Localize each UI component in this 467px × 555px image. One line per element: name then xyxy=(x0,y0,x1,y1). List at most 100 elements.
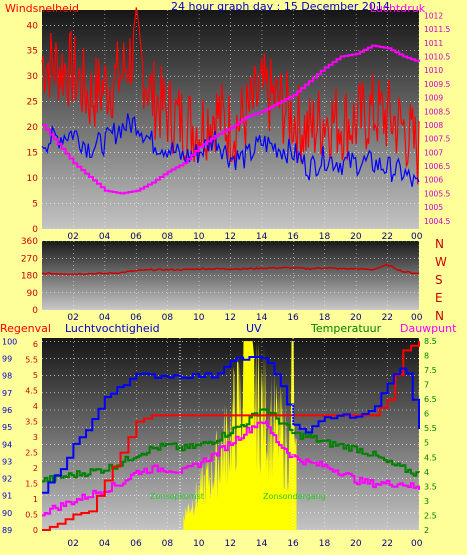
left-axis-title: Windsnelheid xyxy=(5,2,79,15)
temperature-tick-label: 5.5 xyxy=(424,424,437,433)
right-axis-title: Luchtdruk xyxy=(370,2,426,15)
temperature-tick-label: 4 xyxy=(424,468,429,477)
temperature-tick-label: 7 xyxy=(424,381,429,390)
direction-tick-label: 90 xyxy=(27,289,39,299)
x-tick-label: 12 xyxy=(225,539,236,549)
sunset-label: Zonsondergang xyxy=(263,492,326,501)
x-tick-label: 08 xyxy=(162,232,174,242)
wind-tick-label: 25 xyxy=(27,98,38,108)
x-tick-label: 04 xyxy=(99,313,111,323)
x-tick-label: 08 xyxy=(162,539,174,549)
x-tick-label: 00 xyxy=(411,313,423,323)
x-tick-label: 08 xyxy=(162,313,174,323)
rain-tick-label: 5.5 xyxy=(25,356,38,365)
humidity-line xyxy=(42,356,420,494)
rain-tick-label: 4.5 xyxy=(25,387,38,396)
x-tick-label: 20 xyxy=(350,539,362,549)
temperature-tick-label: 3 xyxy=(424,497,429,506)
wind-tick-label: 5 xyxy=(32,200,38,210)
direction-tick-label: 360 xyxy=(21,237,38,247)
pressure-tick-label: 1005.5 xyxy=(424,189,450,198)
compass-letter: N xyxy=(435,309,444,323)
chart-title: 24 hour graph day : 15 December 2014 xyxy=(171,0,390,13)
x-tick-label: 00 xyxy=(411,539,423,549)
x-tick-label: 18 xyxy=(319,232,331,242)
x-tick-label: 14 xyxy=(256,232,268,242)
direction-tick-label: 0 xyxy=(32,306,38,316)
temperature-tick-label: 3.5 xyxy=(424,482,437,491)
humidity-tick-label: 94 xyxy=(2,440,12,449)
rain-tick-label: 6 xyxy=(33,340,38,349)
x-tick-label: 16 xyxy=(287,539,299,549)
pressure-tick-label: 1008.5 xyxy=(424,107,450,116)
humidity-tick-label: 89 xyxy=(2,526,12,535)
x-tick-label: 16 xyxy=(287,313,299,323)
x-tick-label: 14 xyxy=(256,539,268,549)
legend-temperature: Temperatuur xyxy=(310,322,382,335)
temperature-tick-label: 8.5 xyxy=(424,337,437,346)
temperature-tick-label: 2 xyxy=(424,526,429,535)
humidity-tick-label: 91 xyxy=(2,492,12,501)
humidity-tick-label: 97 xyxy=(2,389,12,398)
pressure-tick-label: 1009 xyxy=(424,94,443,103)
x-tick-label: 06 xyxy=(130,313,142,323)
temperature-tick-label: 7.5 xyxy=(424,366,437,375)
x-tick-label: 06 xyxy=(130,539,142,549)
tick-labels: 0202020404040606060808081010101212121414… xyxy=(2,11,450,549)
pressure-tick-label: 1011.5 xyxy=(424,25,450,34)
x-tick-label: 02 xyxy=(67,232,78,242)
x-tick-label: 18 xyxy=(319,313,331,323)
x-tick-label: 12 xyxy=(225,232,236,242)
humidity-tick-label: 93 xyxy=(2,457,12,466)
humidity-tick-label: 92 xyxy=(2,475,12,484)
pressure-tick-label: 1011 xyxy=(424,39,443,48)
pressure-tick-label: 1009.5 xyxy=(424,80,450,89)
humidity-tick-label: 96 xyxy=(2,406,12,415)
legend-dewpoint: Dauwpunt xyxy=(400,322,457,335)
pressure-tick-label: 1010.5 xyxy=(424,53,450,62)
wind-tick-label: 20 xyxy=(27,123,39,133)
humidity-tick-label: 100 xyxy=(2,337,17,346)
x-tick-label: 02 xyxy=(67,313,78,323)
compass-letter: E xyxy=(435,291,443,305)
temperature-tick-label: 5 xyxy=(424,439,429,448)
x-tick-label: 10 xyxy=(193,539,205,549)
temperature-tick-label: 8 xyxy=(424,351,429,360)
temperature-tick-label: 4.5 xyxy=(424,453,437,462)
pressure-tick-label: 1010 xyxy=(424,66,443,75)
pressure-tick-label: 1007.5 xyxy=(424,135,450,144)
wind-direction-line xyxy=(41,263,420,276)
pressure-tick-label: 1005 xyxy=(424,203,443,212)
x-tick-label: 04 xyxy=(99,232,111,242)
wind-tick-label: 15 xyxy=(27,149,38,159)
rain-tick-label: 1.5 xyxy=(25,480,38,489)
temperature-line xyxy=(42,408,420,483)
humidity-tick-label: 98 xyxy=(2,372,12,381)
pressure-tick-label: 1012 xyxy=(424,11,443,20)
pressure-tick-label: 1004.5 xyxy=(424,217,450,226)
wind-tick-label: 35 xyxy=(27,47,38,57)
rain-tick-label: 0 xyxy=(33,526,38,535)
wind-tick-label: 30 xyxy=(27,72,39,82)
x-tick-label: 06 xyxy=(130,232,142,242)
humidity-tick-label: 95 xyxy=(2,423,12,432)
rain-tick-label: 2 xyxy=(33,464,38,473)
wind-average-line xyxy=(41,113,420,187)
pressure-tick-label: 1008 xyxy=(424,121,443,130)
direction-tick-label: 270 xyxy=(21,254,38,264)
rain-tick-label: 3 xyxy=(33,433,38,442)
legend-humidity: Luchtvochtigheid xyxy=(65,322,160,335)
pressure-tick-label: 1006 xyxy=(424,176,443,185)
humidity-tick-label: 99 xyxy=(2,355,12,364)
x-tick-label: 04 xyxy=(99,539,111,549)
x-tick-label: 10 xyxy=(193,313,205,323)
rain-tick-label: 2.5 xyxy=(25,449,38,458)
sunrise-label: Zonsopkomst xyxy=(150,492,204,501)
pressure-line xyxy=(42,44,420,195)
compass-letter: W xyxy=(435,255,447,269)
uv-area xyxy=(183,341,297,530)
temperature-tick-label: 6 xyxy=(424,410,429,419)
x-tick-label: 20 xyxy=(350,232,362,242)
